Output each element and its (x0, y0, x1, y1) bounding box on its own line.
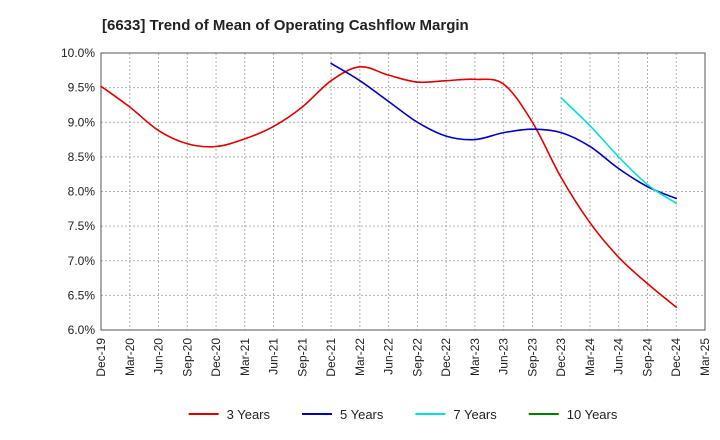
x-tick-label: Dec-23 (554, 338, 568, 377)
legend-label: 10 Years (567, 407, 618, 422)
y-tick-label: 9.0% (68, 115, 96, 129)
y-tick-label: 6.0% (68, 323, 96, 337)
series-line-1 (100, 66, 678, 308)
plot-frame (100, 52, 706, 331)
y-tick-label: 10.0% (61, 46, 95, 60)
x-tick-label: Jun-22 (382, 338, 396, 375)
series-line-3 (560, 97, 678, 205)
x-tick-label: Sep-21 (295, 338, 309, 377)
legend: 3 Years 5 Years 7 Years 10 Years (188, 407, 618, 422)
x-tick-label: Mar-25 (698, 338, 712, 376)
x-tick-label: Jun-21 (267, 338, 281, 375)
grid (100, 52, 706, 331)
x-tick-label: Jun-23 (497, 338, 511, 375)
x-tick-label: Mar-22 (353, 338, 367, 376)
legend-label: 5 Years (340, 407, 384, 422)
x-tick-label: Sep-23 (525, 338, 539, 377)
x-tick-label: Sep-24 (640, 338, 654, 377)
y-tick-label: 9.5% (68, 81, 96, 95)
y-tick-label: 8.5% (68, 150, 96, 164)
x-tick-label: Mar-23 (468, 338, 482, 376)
y-tick-label: 8.0% (68, 185, 96, 199)
y-tick-label: 7.0% (68, 254, 96, 268)
axes: 6.0% 6.5% 7.0% 7.5% 8.0% 8.5% 9.0% 9.5% 10.0% Dec… (61, 46, 712, 377)
legend-label: 3 Years (227, 407, 271, 422)
series-line-2 (330, 62, 678, 200)
x-tick-label: Dec-24 (669, 338, 683, 377)
x-tick-label: Dec-19 (94, 338, 108, 377)
x-tick-label: Mar-24 (583, 338, 597, 376)
y-tick-label: 7.5% (68, 219, 96, 233)
x-tick-label: Jun-20 (152, 338, 166, 375)
x-tick-label: Dec-22 (439, 338, 453, 377)
legend-label: 7 Years (453, 407, 497, 422)
x-tick-label: Dec-20 (209, 338, 223, 377)
chart-title: [6633] Trend of Mean of Operating Cashfl… (102, 17, 469, 34)
x-tick-label: Sep-22 (410, 338, 424, 377)
x-tick-label: Dec-21 (324, 338, 338, 377)
x-tick-label: Mar-20 (123, 338, 137, 376)
series-lines (100, 62, 678, 308)
y-tick-label: 6.5% (68, 288, 96, 302)
x-tick-label: Jun-24 (612, 338, 626, 375)
x-tick-label: Mar-21 (238, 338, 252, 376)
x-tick-label: Sep-20 (180, 338, 194, 377)
